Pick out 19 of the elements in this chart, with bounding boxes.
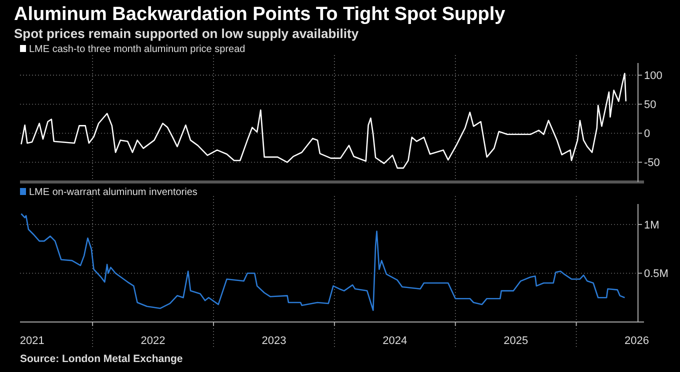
x-tick-label: 2022: [140, 335, 166, 347]
x-tick-label: 2025: [504, 335, 528, 347]
x-tick-label: 2023: [262, 335, 286, 347]
line-series: [20, 213, 626, 311]
x-tick-label: 2024: [382, 335, 408, 347]
y-tick-label: -50: [644, 157, 660, 170]
y-tick-label: 1M: [644, 219, 660, 232]
line-series: [20, 72, 627, 169]
source-note: Source: London Metal Exchange: [20, 353, 183, 365]
y-tick-label: 0.5M: [644, 268, 668, 280]
y-tick-label: 100: [644, 70, 662, 82]
chart-subtitle: Spot prices remain supported on low supply availability: [14, 26, 360, 41]
legend-label: LME on-warrant aluminum inventories: [29, 187, 198, 198]
y-tick-label: 50: [644, 99, 656, 112]
chart-title: Aluminum Backwardation Points To Tight Spot Supply: [14, 4, 506, 25]
x-tick-label: 2021: [20, 335, 44, 347]
x-tick-label: 2026: [624, 335, 650, 347]
y-tick-label: 0: [644, 128, 650, 140]
legend-label: LME cash-to three month aluminum price spread: [29, 44, 246, 55]
